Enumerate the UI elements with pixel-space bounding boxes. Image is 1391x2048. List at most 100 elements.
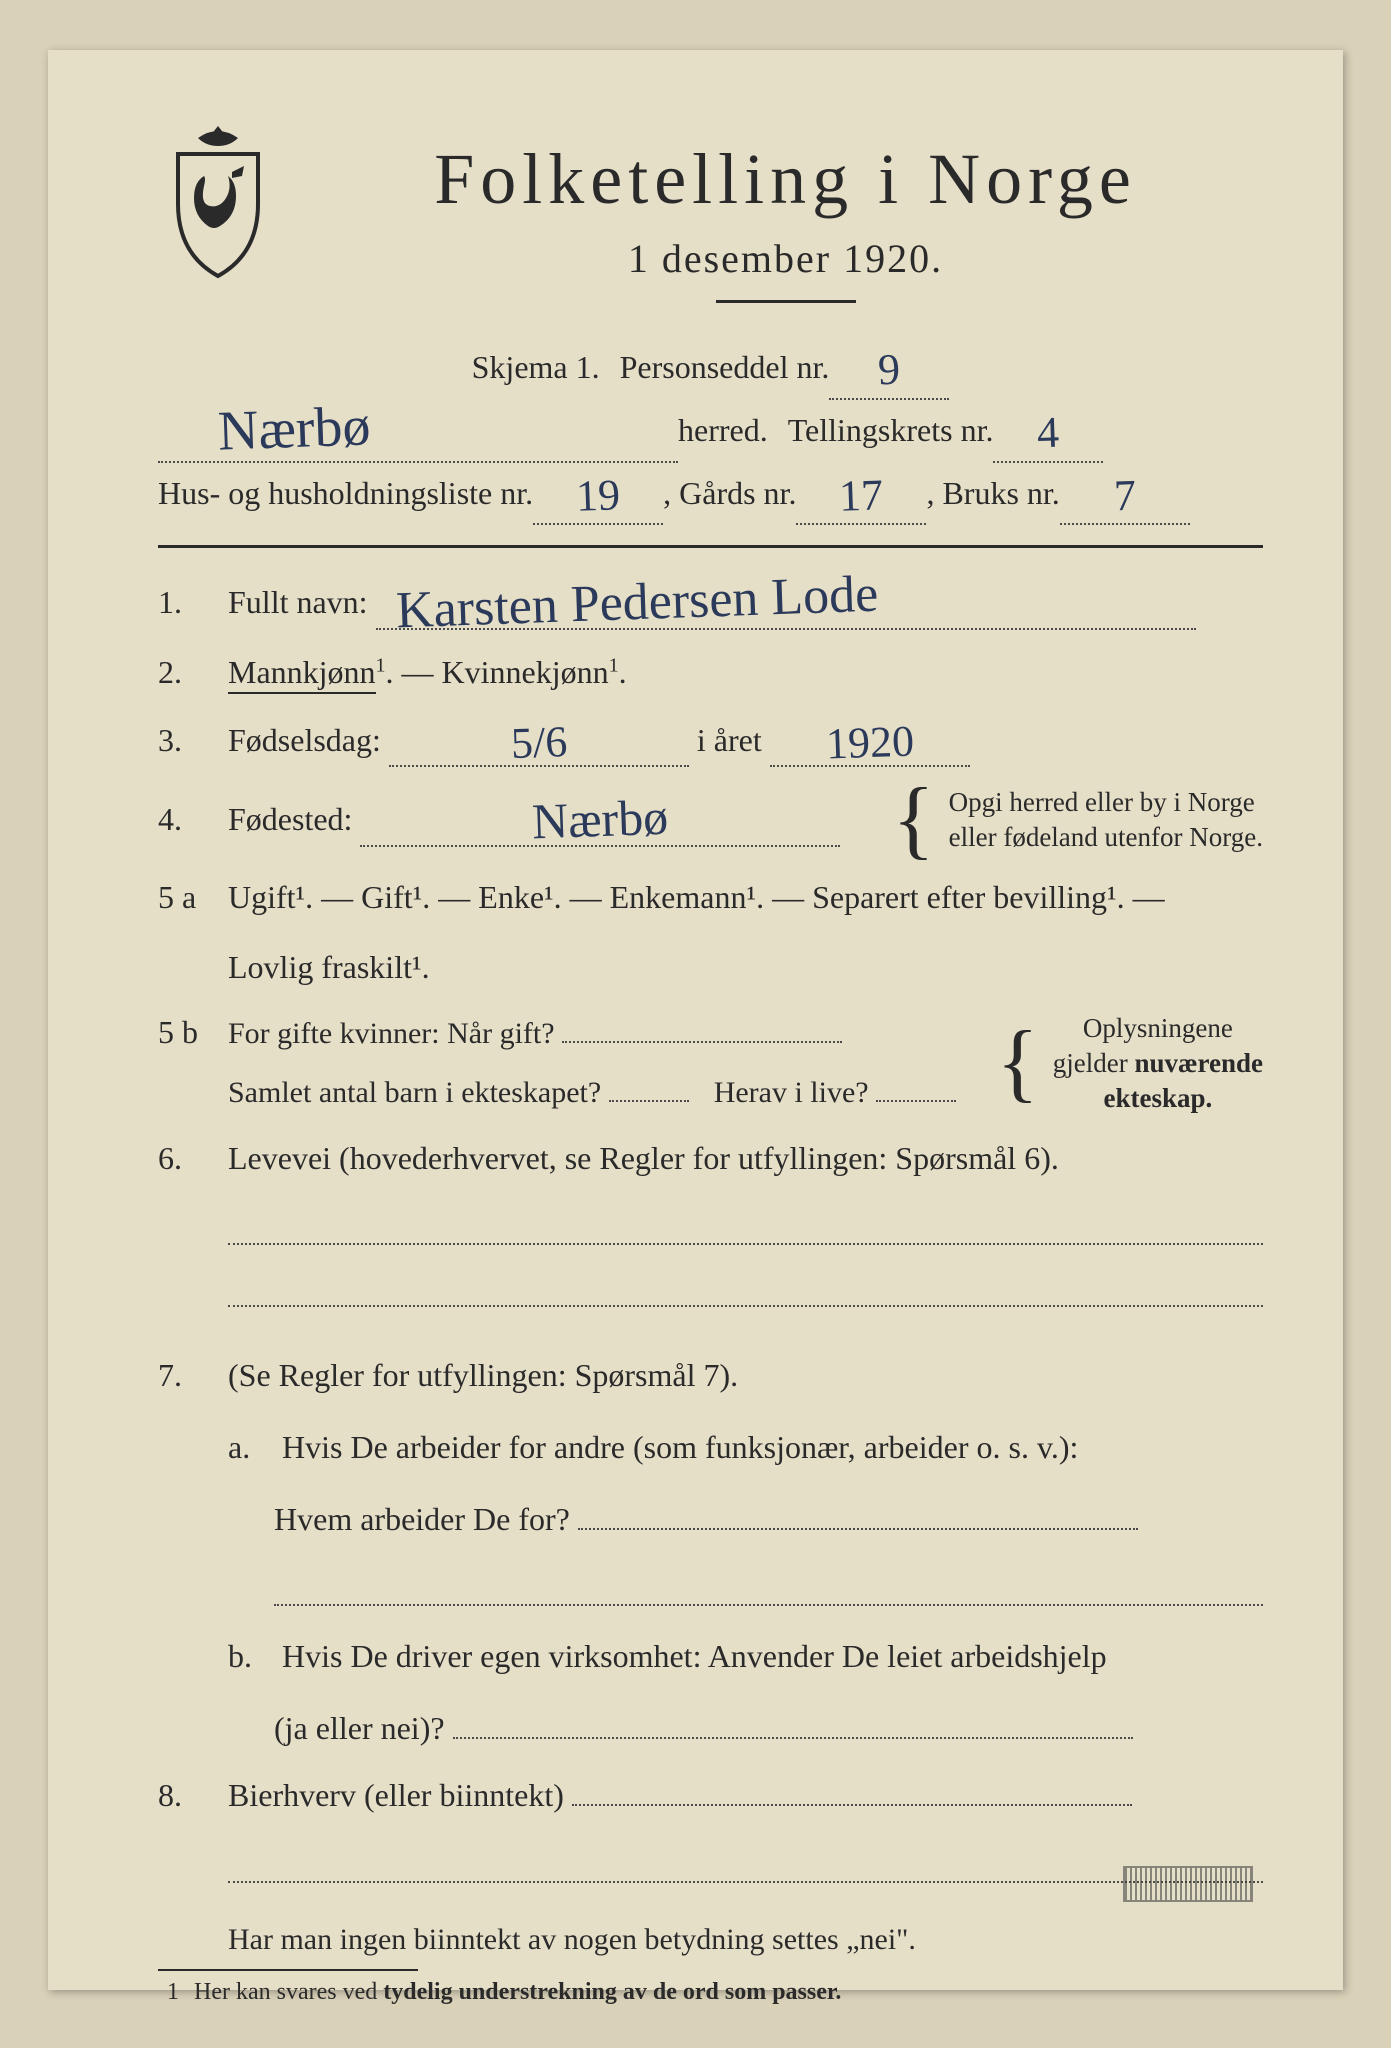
brace-icon: { — [892, 789, 934, 851]
census-form-page: Folketelling i Norge 1 desember 1920. Sk… — [48, 50, 1343, 1990]
bruks-label: , Bruks nr. — [926, 463, 1059, 524]
q5a-body: Ugift¹. — Gift¹. — Enke¹. — Enkemann¹. —… — [228, 873, 1263, 992]
q7b-2: (ja eller nei)? — [274, 1710, 445, 1746]
q2-body: Mannkjønn1. — Kvinnekjønn1. — [228, 648, 1263, 698]
meta-row-3: Hus- og husholdningsliste nr. 19 , Gårds… — [158, 463, 1263, 526]
bruks-nr: 7 — [1060, 463, 1190, 526]
title-block: Folketelling i Norge 1 desember 1920. — [308, 120, 1263, 303]
tellingskrets-nr: 4 — [993, 400, 1103, 463]
personseddel-label: Personseddel nr. — [620, 337, 830, 398]
q5b-row1: For gifte kvinner: Når gift? — [228, 1015, 983, 1053]
q1-label: Fullt navn: — [228, 584, 368, 620]
q4-note-2: eller fødeland utenfor Norge. — [949, 820, 1263, 855]
q6-body: Levevei (hovederhvervet, se Regler for u… — [228, 1134, 1263, 1308]
personseddel-nr: 9 — [829, 337, 949, 400]
q3-day: 5/6 — [389, 716, 689, 768]
skjema-label: Skjema 1. — [472, 337, 600, 398]
q8: 8. Bierhverv (eller biinntekt) — [158, 1771, 1263, 1883]
husliste-label: Hus- og husholdningsliste nr. — [158, 463, 533, 524]
q7a-2row: Hvem arbeider De for? — [274, 1495, 1263, 1545]
q6-num: 6. — [158, 1140, 228, 1177]
page-subtitle: 1 desember 1920. — [308, 235, 1263, 282]
q5b-barn-fill — [609, 1100, 689, 1102]
footnote: 1 Her kan svares ved tydelig understrekn… — [158, 1979, 1263, 2006]
q5b-side1: Oplysningene — [1053, 1011, 1263, 1046]
meta-row-1: Skjema 1. Personseddel nr. 9 — [158, 337, 1263, 400]
q4-note-1: Opgi herred eller by i Norge — [949, 785, 1263, 820]
q7b-lbl: b. — [228, 1632, 274, 1682]
q2-kvinne: Kvinnekjønn — [442, 654, 609, 690]
q7a-fill-2 — [274, 1572, 1263, 1606]
q8-body: Bierhverv (eller biinntekt) — [228, 1771, 1263, 1883]
archive-stamp-icon — [1123, 1866, 1253, 1902]
form-meta: Skjema 1. Personseddel nr. 9 Nærbø herre… — [158, 337, 1263, 525]
q2-mann: Mannkjønn — [228, 654, 376, 694]
q7b-1: Hvis De driver egen virksomhet: Anvender… — [282, 1638, 1107, 1674]
q5b-l2a: Samlet antal barn i ekteskapet? — [228, 1076, 601, 1109]
q3-mid: i året — [697, 722, 762, 758]
gards-nr: 17 — [796, 463, 926, 526]
footnote-num: 1 — [158, 1979, 188, 2006]
q7-num: 7. — [158, 1357, 228, 1394]
tellingskrets-label: Tellingskrets nr. — [788, 400, 994, 461]
q4-num: 4. — [158, 801, 228, 838]
q6-fill-1 — [228, 1211, 1263, 1245]
q5b-live-fill — [876, 1100, 956, 1102]
q7b-fill — [453, 1737, 1133, 1739]
q4: 4. Fødested: Nærbø { Opgi herred eller b… — [158, 785, 1263, 855]
q1-value: Karsten Pedersen Lode — [376, 576, 1196, 630]
coat-of-arms-icon — [158, 120, 278, 280]
q5a-num: 5 a — [158, 879, 228, 916]
q5b-note: Oplysningene gjelder nuværende ekteskap. — [1053, 1011, 1263, 1116]
q2: 2. Mannkjønn1. — Kvinnekjønn1. — [158, 648, 1263, 698]
q5b-l2b: Herav i live? — [714, 1076, 869, 1109]
brace-icon: { — [997, 1032, 1039, 1094]
q3-label: Fødselsdag: — [228, 722, 381, 758]
q4-label: Fødested: — [228, 801, 352, 837]
q5a: 5 a Ugift¹. — Gift¹. — Enke¹. — Enkemann… — [158, 873, 1263, 992]
q5b-gift-fill — [562, 1041, 842, 1043]
q7b: b. Hvis De driver egen virksomhet: Anven… — [228, 1632, 1263, 1753]
q8-fill-2 — [228, 1849, 1263, 1883]
q4-body: Fødested: Nærbø { Opgi herred eller by i… — [228, 785, 1263, 855]
herred-value: Nærbø — [158, 400, 678, 463]
q1: 1. Fullt navn: Karsten Pedersen Lode — [158, 576, 1263, 630]
q7a-1: Hvis De arbeider for andre (som funksjon… — [282, 1429, 1078, 1465]
husliste-nr: 19 — [533, 463, 663, 526]
q2-sep: — — [402, 654, 442, 690]
q3: 3. Fødselsdag: 5/6 i året 1920 — [158, 716, 1263, 768]
q7-intro: (Se Regler for utfyllingen: Spørsmål 7). — [228, 1351, 1263, 1401]
questions: 1. Fullt navn: Karsten Pedersen Lode 2. … — [158, 576, 1263, 1883]
q5b-side3: ekteskap. — [1053, 1081, 1263, 1116]
q8-label: Bierhverv (eller biinntekt) — [228, 1777, 564, 1813]
q6: 6. Levevei (hovederhvervet, se Regler fo… — [158, 1134, 1263, 1308]
q1-num: 1. — [158, 584, 228, 621]
q8-num: 8. — [158, 1777, 228, 1814]
closing-note: Har man ingen biinntekt av nogen betydni… — [228, 1923, 1263, 1957]
meta-row-2: Nærbø herred. Tellingskrets nr. 4 — [158, 400, 1263, 463]
q4-note: Opgi herred eller by i Norge eller fødel… — [949, 785, 1263, 855]
footnote-text: Her kan svares ved tydelig understreknin… — [194, 1979, 841, 2005]
q5b-body: For gifte kvinner: Når gift? Samlet anta… — [228, 1011, 1263, 1116]
q1-body: Fullt navn: Karsten Pedersen Lode — [228, 576, 1263, 630]
q7-body: (Se Regler for utfyllingen: Spørsmål 7).… — [228, 1351, 1263, 1753]
header: Folketelling i Norge 1 desember 1920. — [158, 120, 1263, 303]
q8-fill-1 — [572, 1804, 1132, 1806]
q3-year: 1920 — [770, 716, 970, 768]
herred-label: herred. — [678, 400, 768, 461]
q7a: a. Hvis De arbeider for andre (som funks… — [228, 1423, 1263, 1606]
q5b-l1a: For gifte kvinner: Når gift? — [228, 1017, 555, 1050]
q7b-2row: (ja eller nei)? — [274, 1704, 1263, 1754]
page-title: Folketelling i Norge — [308, 138, 1263, 221]
q3-body: Fødselsdag: 5/6 i året 1920 — [228, 716, 1263, 768]
title-rule — [716, 300, 856, 303]
q4-value: Nærbø — [360, 793, 840, 847]
q7: 7. (Se Regler for utfyllingen: Spørsmål … — [158, 1351, 1263, 1753]
q6-fill-2 — [228, 1273, 1263, 1307]
q5b-row2: Samlet antal barn i ekteskapet? Herav i … — [228, 1074, 983, 1112]
q5b-num: 5 b — [158, 1014, 228, 1051]
q7a-fill — [578, 1528, 1138, 1530]
q6-text: Levevei (hovederhvervet, se Regler for u… — [228, 1140, 1059, 1176]
q5b: 5 b For gifte kvinner: Når gift? Samlet … — [158, 1011, 1263, 1116]
q3-num: 3. — [158, 722, 228, 759]
